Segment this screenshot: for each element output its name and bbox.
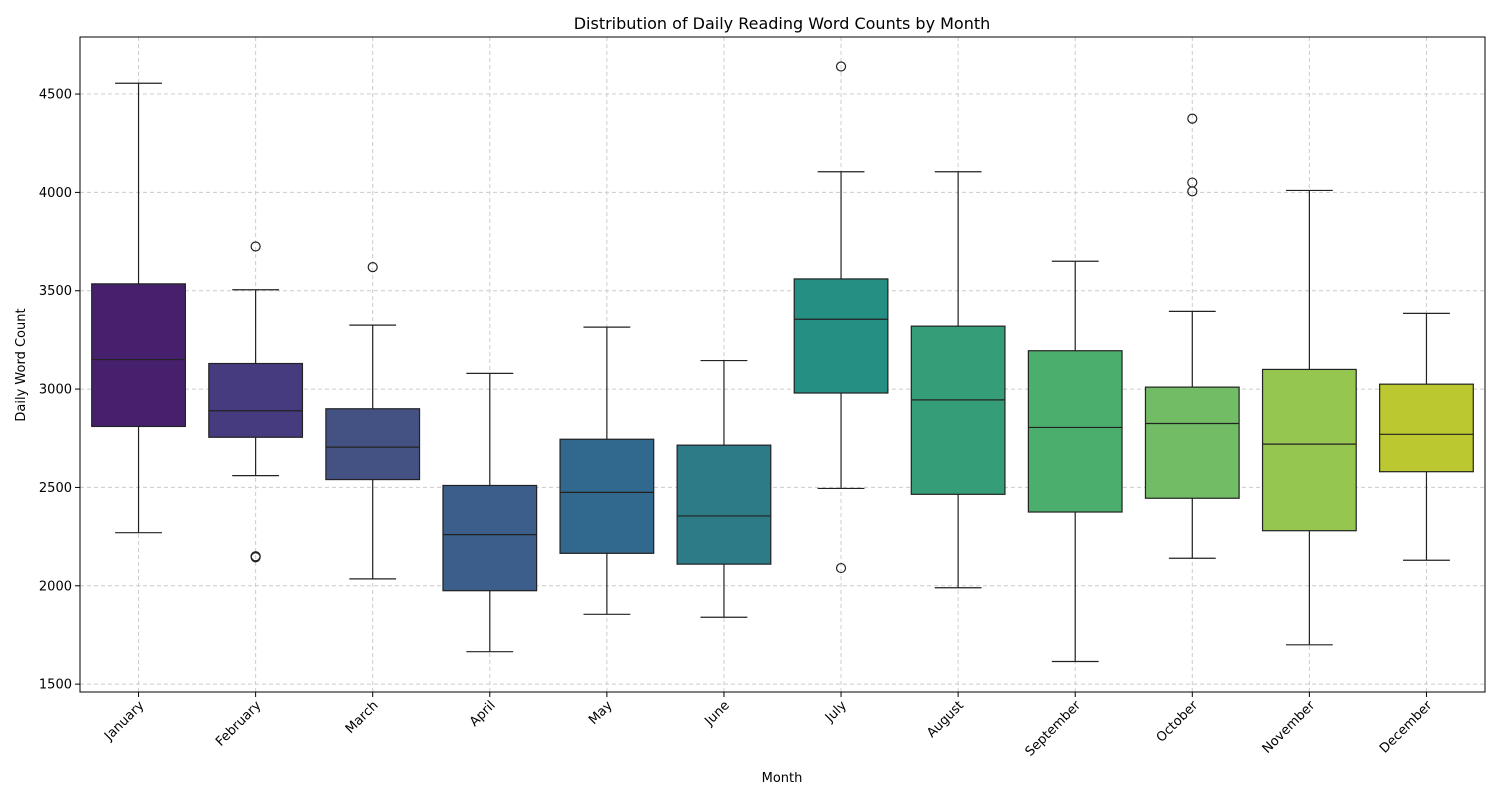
grid-layer (80, 37, 1485, 692)
x-tick-label: November (1260, 698, 1319, 757)
y-axis-label: Daily Word Count (14, 308, 29, 421)
box-group-april (442, 372, 538, 653)
x-tick-label: May (586, 698, 616, 728)
box-group-january (91, 82, 186, 534)
y-tick-label: 2000 (39, 579, 72, 594)
box-group-august (910, 171, 1006, 589)
box-group-march (325, 262, 421, 580)
x-axis-label: Month (762, 771, 803, 786)
y-tick-label: 3000 (39, 383, 72, 398)
box-group-september (1027, 260, 1123, 663)
y-tick-label: 3500 (39, 284, 72, 299)
y-tick-label: 4000 (39, 186, 72, 201)
x-tick-label: June (701, 698, 732, 729)
box-group-july (793, 61, 889, 574)
x-tick-label: January (101, 698, 147, 744)
box-group-may (559, 326, 655, 615)
outlier-point (367, 262, 378, 273)
iqr-box (910, 325, 1006, 495)
iqr-box (1144, 386, 1240, 499)
x-tick-label: July (822, 698, 850, 726)
iqr-box (91, 283, 186, 428)
x-tick-label: August (924, 698, 967, 741)
iqr-box (208, 362, 304, 438)
iqr-box (1379, 383, 1474, 473)
box-group-june (676, 359, 772, 618)
x-tick-label: February (213, 698, 265, 750)
iqr-box (1027, 350, 1123, 513)
y-tick-label: 1500 (39, 678, 72, 693)
x-tick-label: October (1154, 698, 1202, 746)
box-group-november (1261, 189, 1357, 646)
outlier-point (835, 61, 847, 72)
y-tick-label: 4500 (39, 88, 72, 103)
box-group-february (208, 241, 304, 563)
x-tick-label: March (343, 698, 382, 737)
outlier-point (250, 241, 261, 252)
iqr-box (676, 444, 772, 565)
x-tick-label: April (467, 698, 499, 730)
iqr-box (793, 278, 889, 394)
box-group-december (1379, 312, 1474, 561)
iqr-box (1261, 368, 1357, 532)
outlier-point (1187, 113, 1198, 124)
x-tick-label: September (1023, 698, 1085, 760)
iqr-box (442, 484, 538, 592)
outlier-point (250, 552, 261, 563)
box-group-october (1144, 113, 1240, 559)
iqr-box (559, 438, 655, 554)
y-tick-label: 2500 (39, 481, 72, 496)
box-layer (91, 61, 1474, 663)
outlier-point (835, 562, 847, 574)
outlier-point (1187, 186, 1198, 197)
chart-title: Distribution of Daily Reading Word Count… (574, 14, 991, 33)
plot-frame (79, 36, 1486, 693)
x-tick-label: December (1377, 698, 1436, 757)
iqr-box (325, 408, 421, 481)
